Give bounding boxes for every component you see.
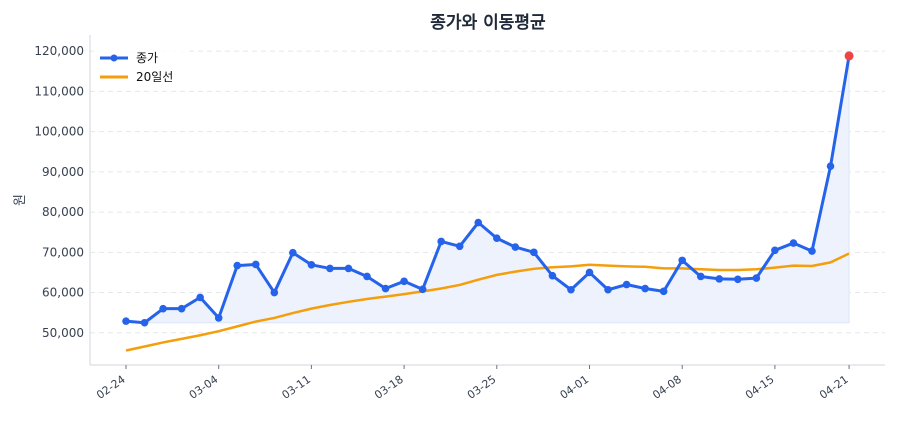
y-axis-label: 원 xyxy=(13,194,28,206)
close-point xyxy=(418,285,427,294)
legend-marker-close xyxy=(110,54,118,62)
close-point xyxy=(307,260,316,269)
close-point xyxy=(826,162,835,170)
close-point xyxy=(196,293,204,302)
x-tick-label: 04-21 xyxy=(817,373,851,402)
legend-label-close: 종가 xyxy=(136,51,158,65)
close-point xyxy=(400,277,408,286)
close-point xyxy=(363,272,371,281)
y-tick-label: 90,000 xyxy=(42,165,84,179)
close-point xyxy=(159,304,167,313)
close-point xyxy=(511,243,520,251)
close-last-point xyxy=(844,51,854,61)
close-point xyxy=(251,260,260,269)
y-tick-label: 60,000 xyxy=(42,286,84,300)
y-tick-label: 120,000 xyxy=(34,44,84,58)
x-tick-label: 03-25 xyxy=(465,373,499,402)
close-point xyxy=(771,246,779,255)
close-point xyxy=(715,275,724,283)
close-point xyxy=(808,247,816,255)
close-area-fill xyxy=(125,55,850,324)
y-tick-label: 100,000 xyxy=(34,125,84,139)
close-line xyxy=(125,55,851,325)
close-point xyxy=(455,242,464,251)
close-point xyxy=(678,256,686,265)
close-point xyxy=(585,268,594,277)
close-point xyxy=(140,318,149,327)
x-tick-label: 04-08 xyxy=(650,373,684,402)
y-tick-label: 80,000 xyxy=(42,205,84,219)
close-point xyxy=(344,264,353,273)
y-tick-label: 70,000 xyxy=(42,245,84,259)
close-point xyxy=(289,248,297,257)
x-tick-label: 03-04 xyxy=(187,373,221,402)
close-point xyxy=(474,218,483,227)
close-point xyxy=(696,272,705,281)
close-point xyxy=(326,264,334,273)
close-point xyxy=(493,234,501,243)
close-point xyxy=(622,280,631,289)
close-point xyxy=(270,288,279,297)
close-point xyxy=(659,287,668,296)
x-tick-label: 02-24 xyxy=(94,373,128,402)
x-tick-label: 03-18 xyxy=(372,373,406,402)
close-point xyxy=(177,304,186,313)
close-point xyxy=(214,314,223,322)
close-point xyxy=(789,239,798,247)
y-tick-label: 50,000 xyxy=(42,326,84,340)
close-point xyxy=(641,284,649,293)
close-point xyxy=(548,271,557,280)
legend-label-ma20: 20일선 xyxy=(136,70,173,84)
close-point xyxy=(752,274,761,282)
x-tick-label: 03-11 xyxy=(279,373,313,402)
chart-title: 종가와 이동평균 xyxy=(430,13,546,33)
ma20-line xyxy=(125,252,850,352)
close-point xyxy=(437,237,445,246)
y-tick-label: 110,000 xyxy=(34,84,84,98)
close-point xyxy=(604,285,612,294)
close-point xyxy=(381,284,390,293)
close-point xyxy=(530,248,538,257)
close-point xyxy=(734,275,742,284)
x-tick-label: 04-15 xyxy=(743,373,777,402)
legend: 종가 20일선 xyxy=(94,44,186,90)
x-tick-label: 04-01 xyxy=(558,373,592,402)
legend-box xyxy=(94,44,186,90)
close-point xyxy=(233,261,242,270)
close-point xyxy=(122,317,130,325)
close-point xyxy=(567,285,575,294)
